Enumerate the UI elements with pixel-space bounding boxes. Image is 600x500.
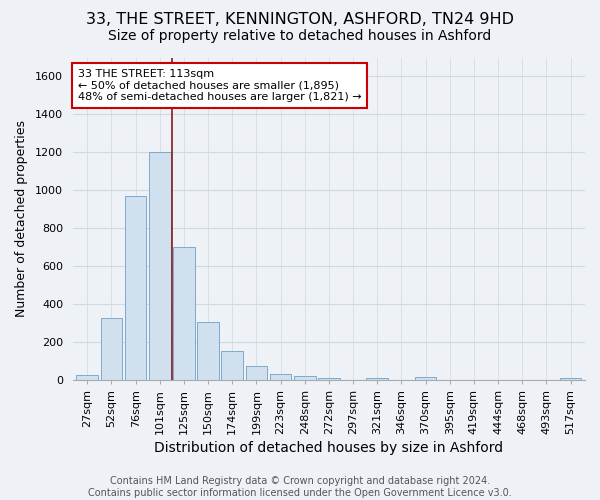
Bar (367, 378, 388, 380)
Text: Size of property relative to detached houses in Ashford: Size of property relative to detached ho… (109, 29, 491, 43)
Bar (245, 366, 267, 380)
X-axis label: Distribution of detached houses by size in Ashford: Distribution of detached houses by size … (154, 441, 503, 455)
Text: 33, THE STREET, KENNINGTON, ASHFORD, TN24 9HD: 33, THE STREET, KENNINGTON, ASHFORD, TN2… (86, 12, 514, 28)
Bar (125, 196, 146, 380)
Bar (560, 378, 581, 380)
Bar (101, 318, 122, 380)
Y-axis label: Number of detached properties: Number of detached properties (15, 120, 28, 317)
Bar (173, 247, 195, 380)
Text: Contains HM Land Registry data © Crown copyright and database right 2024.
Contai: Contains HM Land Registry data © Crown c… (88, 476, 512, 498)
Bar (149, 152, 170, 380)
Text: 33 THE STREET: 113sqm
← 50% of detached houses are smaller (1,895)
48% of semi-d: 33 THE STREET: 113sqm ← 50% of detached … (78, 69, 362, 102)
Bar (294, 376, 316, 380)
Bar (197, 322, 219, 380)
Bar (270, 374, 292, 380)
Bar (76, 375, 98, 380)
Bar (415, 377, 436, 380)
Bar (318, 378, 340, 380)
Bar (221, 350, 243, 380)
